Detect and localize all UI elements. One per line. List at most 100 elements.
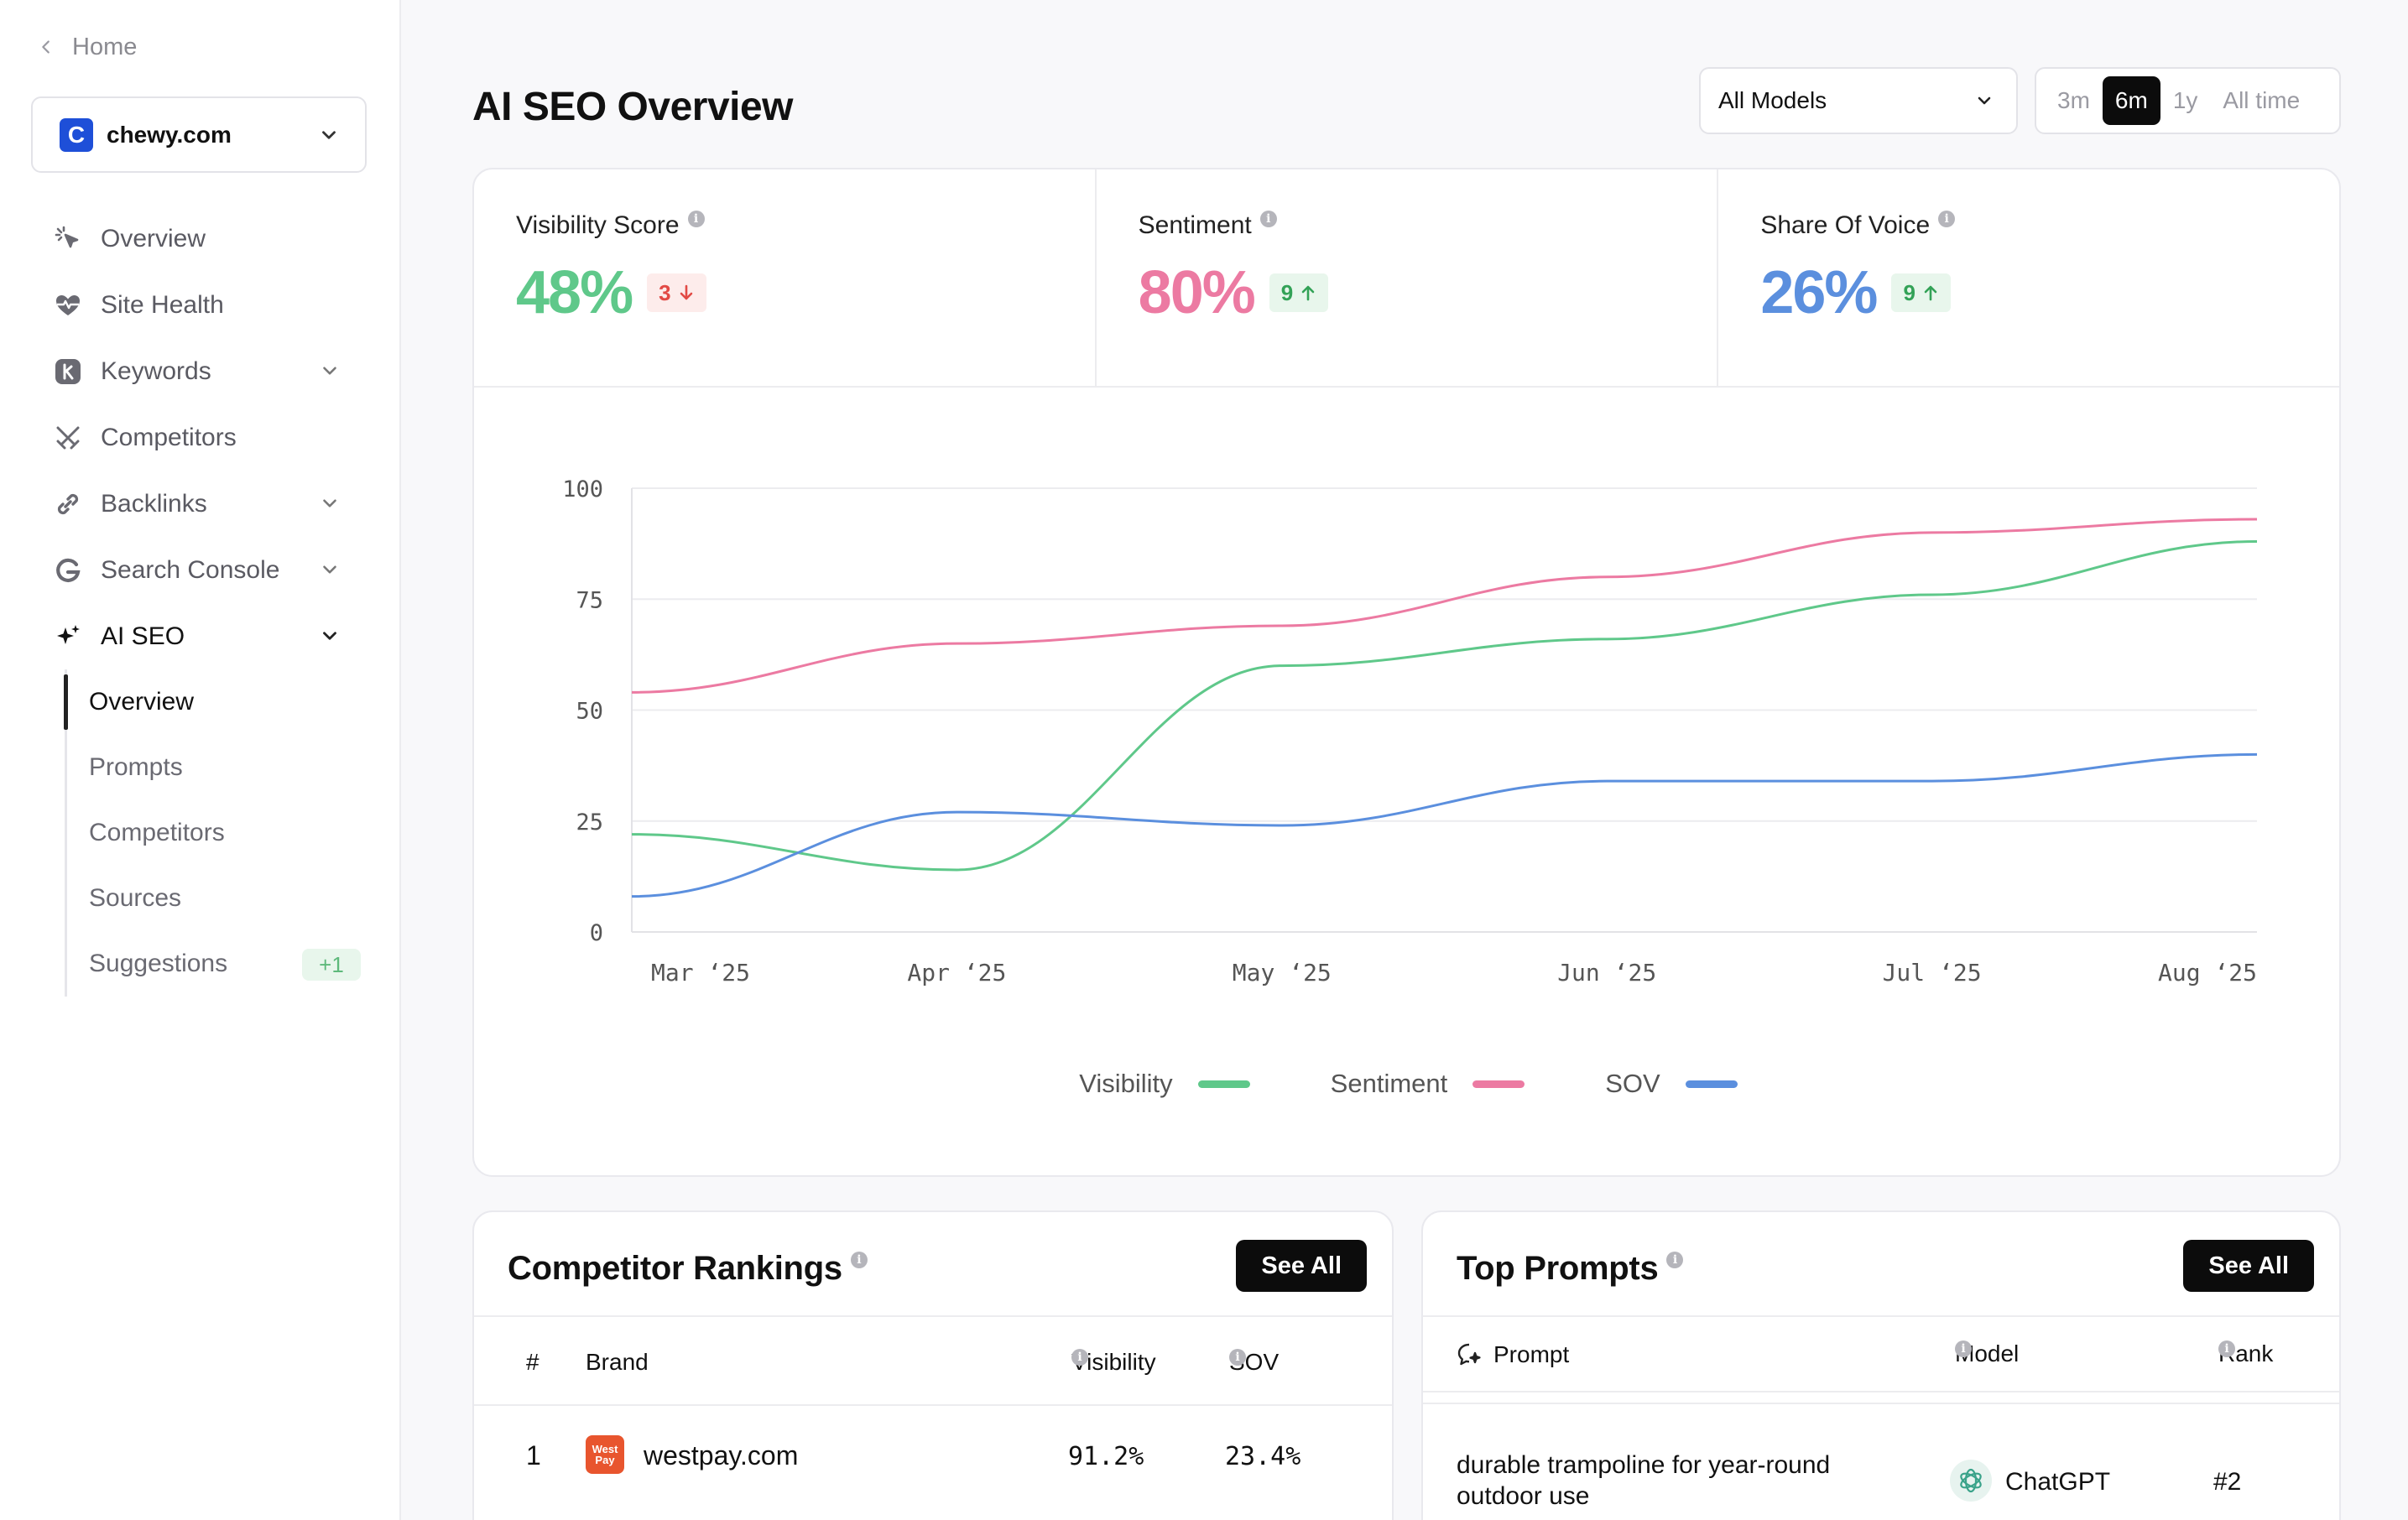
sidebar-item-ai-seo[interactable]: AI SEO	[0, 603, 401, 669]
see-all-button[interactable]: See All	[1236, 1240, 1367, 1292]
x-tick-label: Jul ‘25	[1883, 959, 1982, 986]
sidebar-item-backlinks[interactable]: Backlinks	[0, 471, 401, 537]
info-icon[interactable]: i	[1071, 1349, 1088, 1366]
suggestions-count-badge: +1	[302, 949, 361, 981]
trend-chart-svg: 0 25 50 75 100 Mar ‘25 Apr ‘25 May ‘25 Jun ‘25 Ju…	[562, 476, 2258, 986]
chevron-left-icon	[42, 40, 50, 54]
range-all-time-button[interactable]: All time	[2223, 87, 2301, 113]
info-icon[interactable]: i	[1955, 1340, 1972, 1357]
subnav-item-overview[interactable]: Overview	[64, 669, 401, 735]
range-6m-button[interactable]: 6m	[2102, 76, 2160, 125]
legend-swatch	[1472, 1080, 1525, 1088]
column-header-rank[interactable]: Rank i	[2218, 1340, 2273, 1367]
subnav-item-competitors[interactable]: Competitors	[67, 800, 401, 866]
x-tick-label: Jun ‘25	[1557, 959, 1656, 986]
sidebar: Home C chewy.com Overview Site Health Ke…	[0, 0, 401, 1520]
stat-sentiment: Sentiment i 80% 9	[1097, 169, 1719, 386]
subnav-item-suggestions[interactable]: Suggestions +1	[67, 931, 401, 997]
column-header-brand: Brand	[586, 1349, 649, 1375]
y-tick-label: 25	[576, 809, 603, 835]
series-line-visibility[interactable]	[631, 539, 2258, 872]
legend-swatch	[1197, 1080, 1250, 1088]
legend-item-visibility[interactable]: Visibility	[1079, 1069, 1250, 1099]
link-icon	[54, 490, 82, 518]
subnav-item-label: Prompts	[89, 753, 183, 781]
table-row[interactable]: 1 West Pay westpay.com 91.2% 23.4%	[474, 1406, 1392, 1507]
series-line-sov[interactable]	[631, 752, 2258, 898]
range-1y-button[interactable]: 1y	[2172, 87, 2198, 113]
ai-seo-subnav: Overview Prompts Competitors Sources Sug…	[64, 669, 401, 997]
table-header: Prompt Model i Rank i	[1423, 1317, 2339, 1392]
subnav-item-label: Overview	[89, 688, 195, 716]
arrow-up-icon	[1301, 285, 1315, 301]
sidebar-item-search-console[interactable]: Search Console	[0, 537, 401, 603]
sov-cell: 23.4%	[1225, 1442, 1301, 1471]
model-select-value: All Models	[1718, 87, 1827, 113]
prompt-cell[interactable]: durable trampoline for year-round outdoo…	[1457, 1451, 1831, 1510]
subnav-item-sources[interactable]: Sources	[67, 866, 401, 931]
legend-label: Sentiment	[1330, 1069, 1448, 1098]
column-header-model[interactable]: Model i	[1955, 1340, 2019, 1367]
card-title: Competitor Rankings i	[508, 1250, 868, 1288]
sidebar-item-label: Search Console	[101, 555, 280, 584]
info-icon[interactable]: i	[1259, 211, 1277, 227]
subnav-item-label: Suggestions	[89, 950, 228, 977]
page-title: AI SEO Overview	[472, 85, 794, 129]
sidebar-item-keywords[interactable]: Keywords	[0, 338, 401, 404]
info-icon[interactable]: i	[1938, 211, 1956, 227]
column-header-sov[interactable]: SOV i	[1229, 1349, 1279, 1376]
sidebar-item-overview[interactable]: Overview	[0, 206, 401, 272]
sidebar-item-competitors[interactable]: Competitors	[0, 404, 401, 471]
info-icon[interactable]: i	[1229, 1349, 1246, 1366]
stat-label-text: Share Of Voice	[1760, 211, 1931, 239]
arrow-down-icon	[680, 284, 692, 300]
chevron-down-icon[interactable]	[319, 360, 341, 382]
chevron-down-icon[interactable]	[319, 625, 341, 647]
legend-item-sov[interactable]: SOV	[1605, 1069, 1738, 1099]
crossed-swords-icon	[54, 424, 82, 452]
y-tick-label: 50	[576, 699, 603, 725]
table-divider	[1423, 1392, 2339, 1404]
trend-chart: 0 25 50 75 100 Mar ‘25 Apr ‘25 May ‘25 Jun ‘25 Ju…	[474, 389, 2339, 1175]
stat-label-text: Sentiment	[1138, 211, 1252, 239]
info-icon[interactable]: i	[2218, 1340, 2235, 1357]
stat-label: Share Of Voice i	[1760, 211, 2339, 240]
k-square-icon	[54, 357, 82, 386]
table-row[interactable]: durable trampoline for year-round outdoo…	[1423, 1404, 2339, 1520]
sidebar-item-label: Competitors	[101, 423, 237, 451]
overview-card: Visibility Score i 48% 3 Sentiment i 80%…	[472, 168, 2341, 1177]
card-title-text: Top Prompts	[1457, 1250, 1659, 1287]
chevron-down-icon	[1978, 96, 1991, 105]
column-header-visibility[interactable]: Visibility i	[1071, 1349, 1156, 1376]
column-header-prompt: Prompt	[1455, 1340, 1569, 1369]
heart-pulse-icon	[54, 291, 82, 320]
column-header-label: Prompt	[1493, 1341, 1570, 1367]
subnav-item-prompts[interactable]: Prompts	[67, 735, 401, 800]
y-tick-label: 100	[562, 476, 603, 502]
sidebar-item-label: AI SEO	[101, 622, 185, 650]
brand-cell[interactable]: westpay.com	[644, 1440, 799, 1471]
info-icon[interactable]: i	[687, 211, 705, 227]
range-3m-button[interactable]: 3m	[2057, 87, 2090, 113]
sidebar-item-site-health[interactable]: Site Health	[0, 272, 401, 338]
see-all-button[interactable]: See All	[2183, 1240, 2314, 1292]
info-icon[interactable]: i	[850, 1252, 868, 1268]
home-link[interactable]: Home	[37, 30, 137, 64]
x-tick-label: Apr ‘25	[907, 959, 1006, 986]
x-tick-label: Mar ‘25	[651, 959, 750, 986]
competitor-rankings-card: Competitor Rankings i See All # Brand Vi…	[472, 1210, 1394, 1520]
info-icon[interactable]: i	[1666, 1252, 1684, 1268]
site-selector[interactable]: C chewy.com	[31, 96, 367, 173]
card-title-text: Competitor Rankings	[508, 1250, 842, 1287]
stat-delta-value: 9	[1903, 279, 1915, 305]
series-line-sentiment[interactable]	[631, 518, 2258, 694]
site-name: chewy.com	[107, 121, 232, 148]
chevron-down-icon[interactable]	[319, 559, 341, 580]
chevron-down-icon[interactable]	[319, 492, 341, 514]
legend-label: Visibility	[1079, 1069, 1173, 1098]
chart-legend: Visibility Sentiment SOV	[474, 1069, 2339, 1099]
top-prompts-card: Top Prompts i See All Prompt Model i Ran…	[1421, 1210, 2341, 1520]
legend-item-sentiment[interactable]: Sentiment	[1331, 1069, 1525, 1099]
legend-label: SOV	[1605, 1069, 1660, 1098]
model-select[interactable]: All Models	[1699, 67, 2018, 134]
